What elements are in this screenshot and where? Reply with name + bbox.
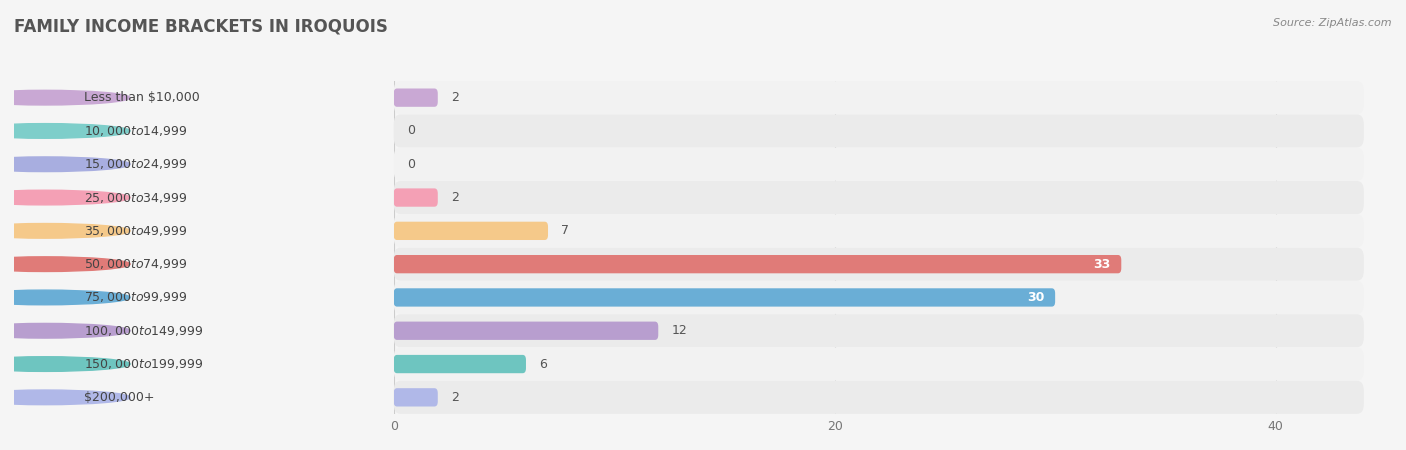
Text: $10,000 to $14,999: $10,000 to $14,999: [84, 124, 187, 138]
Circle shape: [0, 290, 131, 305]
FancyBboxPatch shape: [394, 381, 1364, 414]
FancyBboxPatch shape: [394, 248, 1364, 281]
FancyBboxPatch shape: [394, 189, 437, 207]
Text: $150,000 to $199,999: $150,000 to $199,999: [84, 357, 202, 371]
Text: 33: 33: [1092, 258, 1111, 270]
FancyBboxPatch shape: [394, 89, 437, 107]
FancyBboxPatch shape: [394, 181, 1364, 214]
Text: 30: 30: [1026, 291, 1045, 304]
Circle shape: [0, 357, 131, 371]
Text: Source: ZipAtlas.com: Source: ZipAtlas.com: [1274, 18, 1392, 28]
Text: $25,000 to $34,999: $25,000 to $34,999: [84, 190, 187, 205]
Circle shape: [0, 90, 131, 105]
Text: 12: 12: [672, 324, 688, 337]
FancyBboxPatch shape: [394, 288, 1054, 306]
Text: 0: 0: [406, 125, 415, 137]
Text: 2: 2: [451, 391, 458, 404]
Circle shape: [0, 324, 131, 338]
Text: $75,000 to $99,999: $75,000 to $99,999: [84, 290, 187, 305]
Text: $100,000 to $149,999: $100,000 to $149,999: [84, 324, 202, 338]
Circle shape: [0, 190, 131, 205]
FancyBboxPatch shape: [394, 114, 1364, 148]
Text: $50,000 to $74,999: $50,000 to $74,999: [84, 257, 187, 271]
FancyBboxPatch shape: [394, 322, 658, 340]
Text: 0: 0: [406, 158, 415, 171]
Text: $200,000+: $200,000+: [84, 391, 155, 404]
Circle shape: [0, 257, 131, 271]
Text: $35,000 to $49,999: $35,000 to $49,999: [84, 224, 187, 238]
FancyBboxPatch shape: [394, 347, 1364, 381]
Circle shape: [0, 390, 131, 405]
Text: 6: 6: [540, 358, 547, 370]
Text: $15,000 to $24,999: $15,000 to $24,999: [84, 157, 187, 171]
FancyBboxPatch shape: [394, 388, 437, 406]
FancyBboxPatch shape: [394, 255, 1122, 273]
FancyBboxPatch shape: [394, 314, 1364, 347]
Text: 2: 2: [451, 91, 458, 104]
Text: 7: 7: [561, 225, 569, 237]
FancyBboxPatch shape: [394, 281, 1364, 314]
Text: FAMILY INCOME BRACKETS IN IROQUOIS: FAMILY INCOME BRACKETS IN IROQUOIS: [14, 18, 388, 36]
Circle shape: [0, 224, 131, 238]
FancyBboxPatch shape: [394, 148, 1364, 181]
FancyBboxPatch shape: [394, 355, 526, 373]
Circle shape: [0, 124, 131, 138]
FancyBboxPatch shape: [394, 81, 1364, 114]
Text: 2: 2: [451, 191, 458, 204]
Text: Less than $10,000: Less than $10,000: [84, 91, 200, 104]
Circle shape: [0, 157, 131, 171]
FancyBboxPatch shape: [394, 222, 548, 240]
FancyBboxPatch shape: [394, 214, 1364, 248]
